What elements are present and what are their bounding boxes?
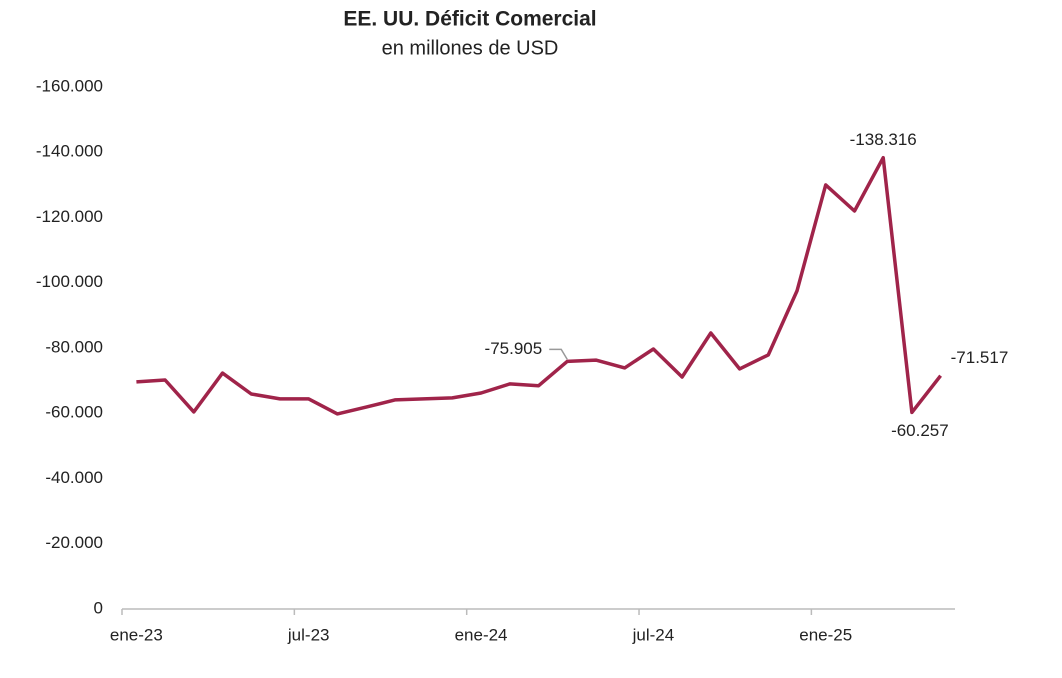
y-tick-label: -140.000 bbox=[36, 142, 103, 161]
y-tick-label: -80.000 bbox=[45, 337, 103, 356]
y-tick-label: -100.000 bbox=[36, 272, 103, 291]
x-tick-label: jul-24 bbox=[632, 625, 675, 644]
y-tick-label: -120.000 bbox=[36, 207, 103, 226]
y-tick-label: 0 bbox=[94, 598, 103, 617]
chart-subtitle: en millones de USD bbox=[382, 37, 559, 59]
data-label: -60.257 bbox=[891, 421, 949, 440]
data-label: -75.905 bbox=[485, 339, 543, 358]
y-tick-label: -160.000 bbox=[36, 76, 103, 95]
leader-line bbox=[549, 348, 568, 360]
data-label: -71.517 bbox=[951, 348, 1009, 367]
y-tick-label: -40.000 bbox=[45, 468, 103, 487]
data-label: -138.316 bbox=[850, 130, 917, 149]
x-tick-label: jul-23 bbox=[287, 625, 330, 644]
y-tick-label: -20.000 bbox=[45, 533, 103, 552]
data-line bbox=[136, 155, 942, 416]
chart-title: EE. UU. Déficit Comercial bbox=[343, 8, 596, 31]
x-tick-label: ene-23 bbox=[110, 625, 163, 644]
x-tick-label: ene-24 bbox=[455, 625, 508, 644]
x-tick-label: ene-25 bbox=[799, 625, 852, 644]
y-tick-label: -60.000 bbox=[45, 403, 103, 422]
